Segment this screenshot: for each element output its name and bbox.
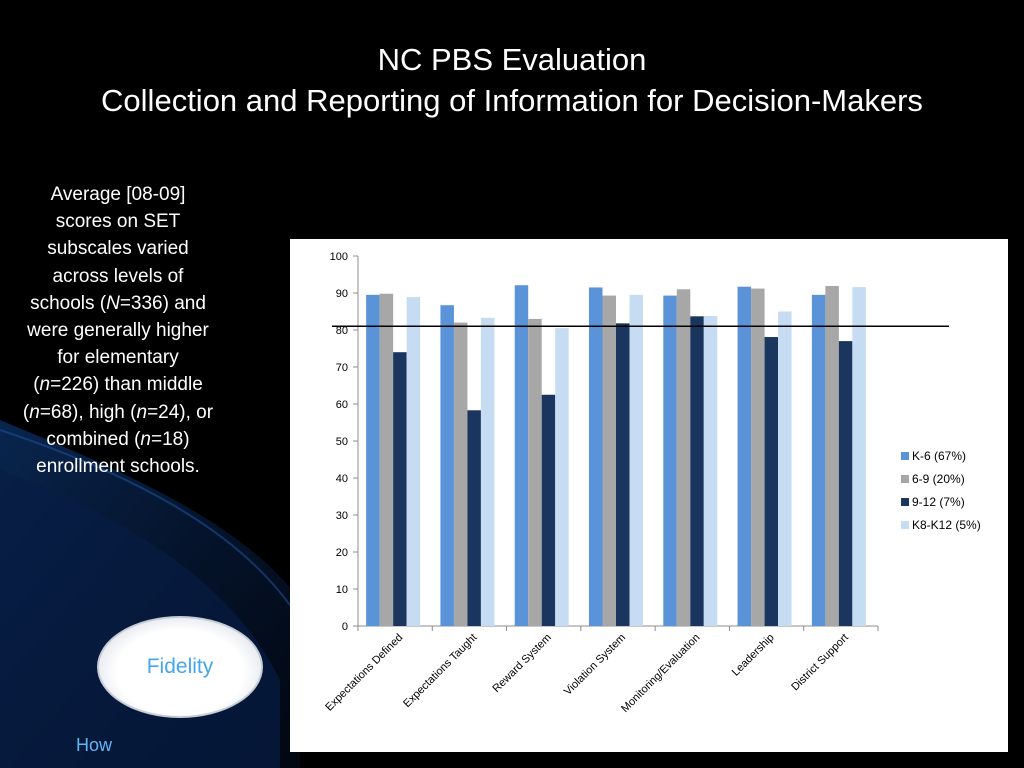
bar [616, 323, 630, 626]
bar [541, 394, 556, 626]
bar [514, 285, 529, 626]
bar [406, 297, 421, 626]
bar [467, 410, 481, 626]
x-tick-label: Violation System [562, 632, 628, 698]
bar [393, 352, 407, 626]
y-tick-label: 10 [336, 584, 348, 596]
chart-panel: 0 10 20 30 40 50 60 70 80 90 100 Expectations Defin… [290, 239, 1008, 752]
x-tick-label: Monitoring/Evaluation [619, 632, 702, 715]
slide-title-line1: NC PBS Evaluation [377, 42, 647, 77]
bar [838, 341, 853, 626]
side-text-n: n [39, 374, 51, 396]
bar [379, 293, 394, 626]
side-text-part: =226) than middle ( [22, 374, 203, 423]
slide-title-line2: Collection and Reporting of Information … [101, 83, 923, 118]
x-tick-label: District Support [789, 632, 851, 694]
fidelity-button-label: Fidelity [146, 655, 214, 678]
legend-label: K-6 (67%) [912, 449, 966, 463]
bar [852, 287, 866, 626]
bar [629, 294, 643, 626]
x-tick-label: Expectations Taught [401, 632, 479, 710]
bar [602, 295, 616, 626]
side-text-part: =336) and were generally higher for elem… [27, 292, 209, 396]
y-tick-label: 40 [336, 473, 348, 485]
bar [825, 285, 839, 626]
bar [555, 328, 569, 626]
side-text-part: =18) enrollment schools. [36, 428, 200, 478]
y-tick-label: 20 [336, 547, 348, 559]
y-tick-label: 0 [342, 621, 348, 633]
side-description: Average [08-09] scores on SET subscales … [22, 181, 214, 480]
y-tick-label: 60 [336, 399, 348, 411]
bar [778, 311, 792, 626]
side-text-n: n [136, 401, 148, 423]
bar [676, 289, 691, 626]
y-tick-label: 80 [336, 325, 348, 337]
side-text-N: N [106, 292, 120, 314]
bar-chart: 0 10 20 30 40 50 60 70 80 90 100 Expectations Defin… [323, 251, 981, 715]
bar [366, 294, 380, 626]
x-tick-label: Reward System [490, 632, 553, 695]
fidelity-button[interactable]: Fidelity [97, 616, 263, 718]
x-tick-label: Expectations Defined [323, 632, 405, 714]
bar [703, 315, 718, 626]
bar [453, 322, 468, 626]
how-link[interactable]: How [76, 735, 113, 755]
side-text-part: =24), or combined ( [46, 401, 214, 450]
y-tick-label: 70 [336, 362, 348, 374]
bar [690, 316, 704, 626]
bar [751, 288, 765, 626]
side-text-n: n [140, 428, 151, 450]
bar [480, 317, 495, 626]
legend-swatch [901, 498, 909, 506]
y-tick-label: 100 [330, 251, 348, 263]
legend-label: 6-9 (20%) [912, 472, 965, 486]
legend-swatch [901, 521, 909, 529]
bar [589, 287, 603, 626]
y-tick-label: 50 [336, 436, 348, 448]
side-text-n: n [29, 401, 40, 423]
x-tick-label: Leadership [730, 632, 777, 679]
side-text-part: =68), high ( [39, 401, 137, 423]
bar [440, 305, 454, 626]
bar [737, 286, 752, 626]
y-tick-label: 90 [336, 288, 348, 300]
legend-label: 9-12 (7%) [912, 495, 965, 509]
bar [764, 337, 779, 626]
legend-swatch [901, 475, 909, 483]
y-tick-label: 30 [336, 510, 348, 522]
side-text-part: Average [08-09] scores on SET subscales … [30, 184, 189, 314]
bar [811, 294, 826, 626]
bar [663, 295, 677, 626]
legend-swatch [901, 452, 909, 460]
legend-label: K8-K12 (5%) [912, 518, 981, 532]
bar [528, 318, 542, 626]
